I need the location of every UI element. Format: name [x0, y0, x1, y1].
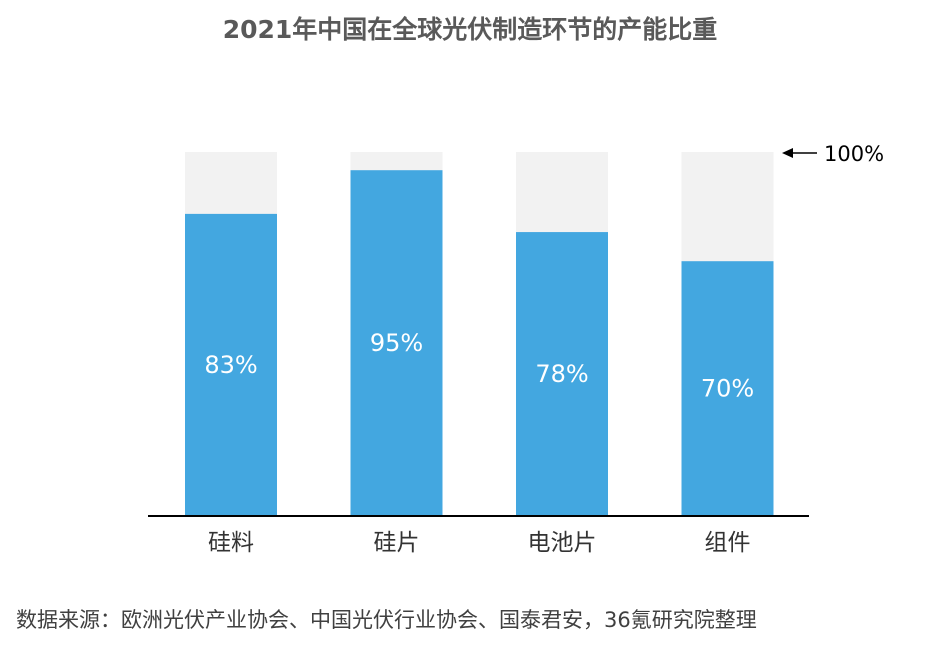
category-label-2: 电池片 [528, 530, 597, 556]
reference-arrow-head [782, 148, 793, 158]
chart-title: 2021年中国在全球光伏制造环节的产能比重 [222, 15, 718, 44]
category-label-1: 硅片 [374, 530, 420, 556]
source-note: 数据来源：欧洲光伏产业协会、中国光伏行业协会、国泰君安，36氪研究院整理 [16, 608, 757, 632]
category-label-0: 硅料 [208, 530, 254, 556]
data-label-0: 83% [204, 351, 257, 379]
bar-0 [185, 213, 277, 516]
data-label-3: 70% [701, 375, 754, 403]
bar-3 [681, 261, 774, 516]
category-label-3: 组件 [705, 530, 751, 556]
data-label-2: 78% [535, 360, 588, 388]
reference-label: 100% [824, 142, 884, 166]
data-label-1: 95% [370, 329, 423, 357]
bar-1 [350, 170, 443, 516]
bar-2 [516, 232, 608, 516]
